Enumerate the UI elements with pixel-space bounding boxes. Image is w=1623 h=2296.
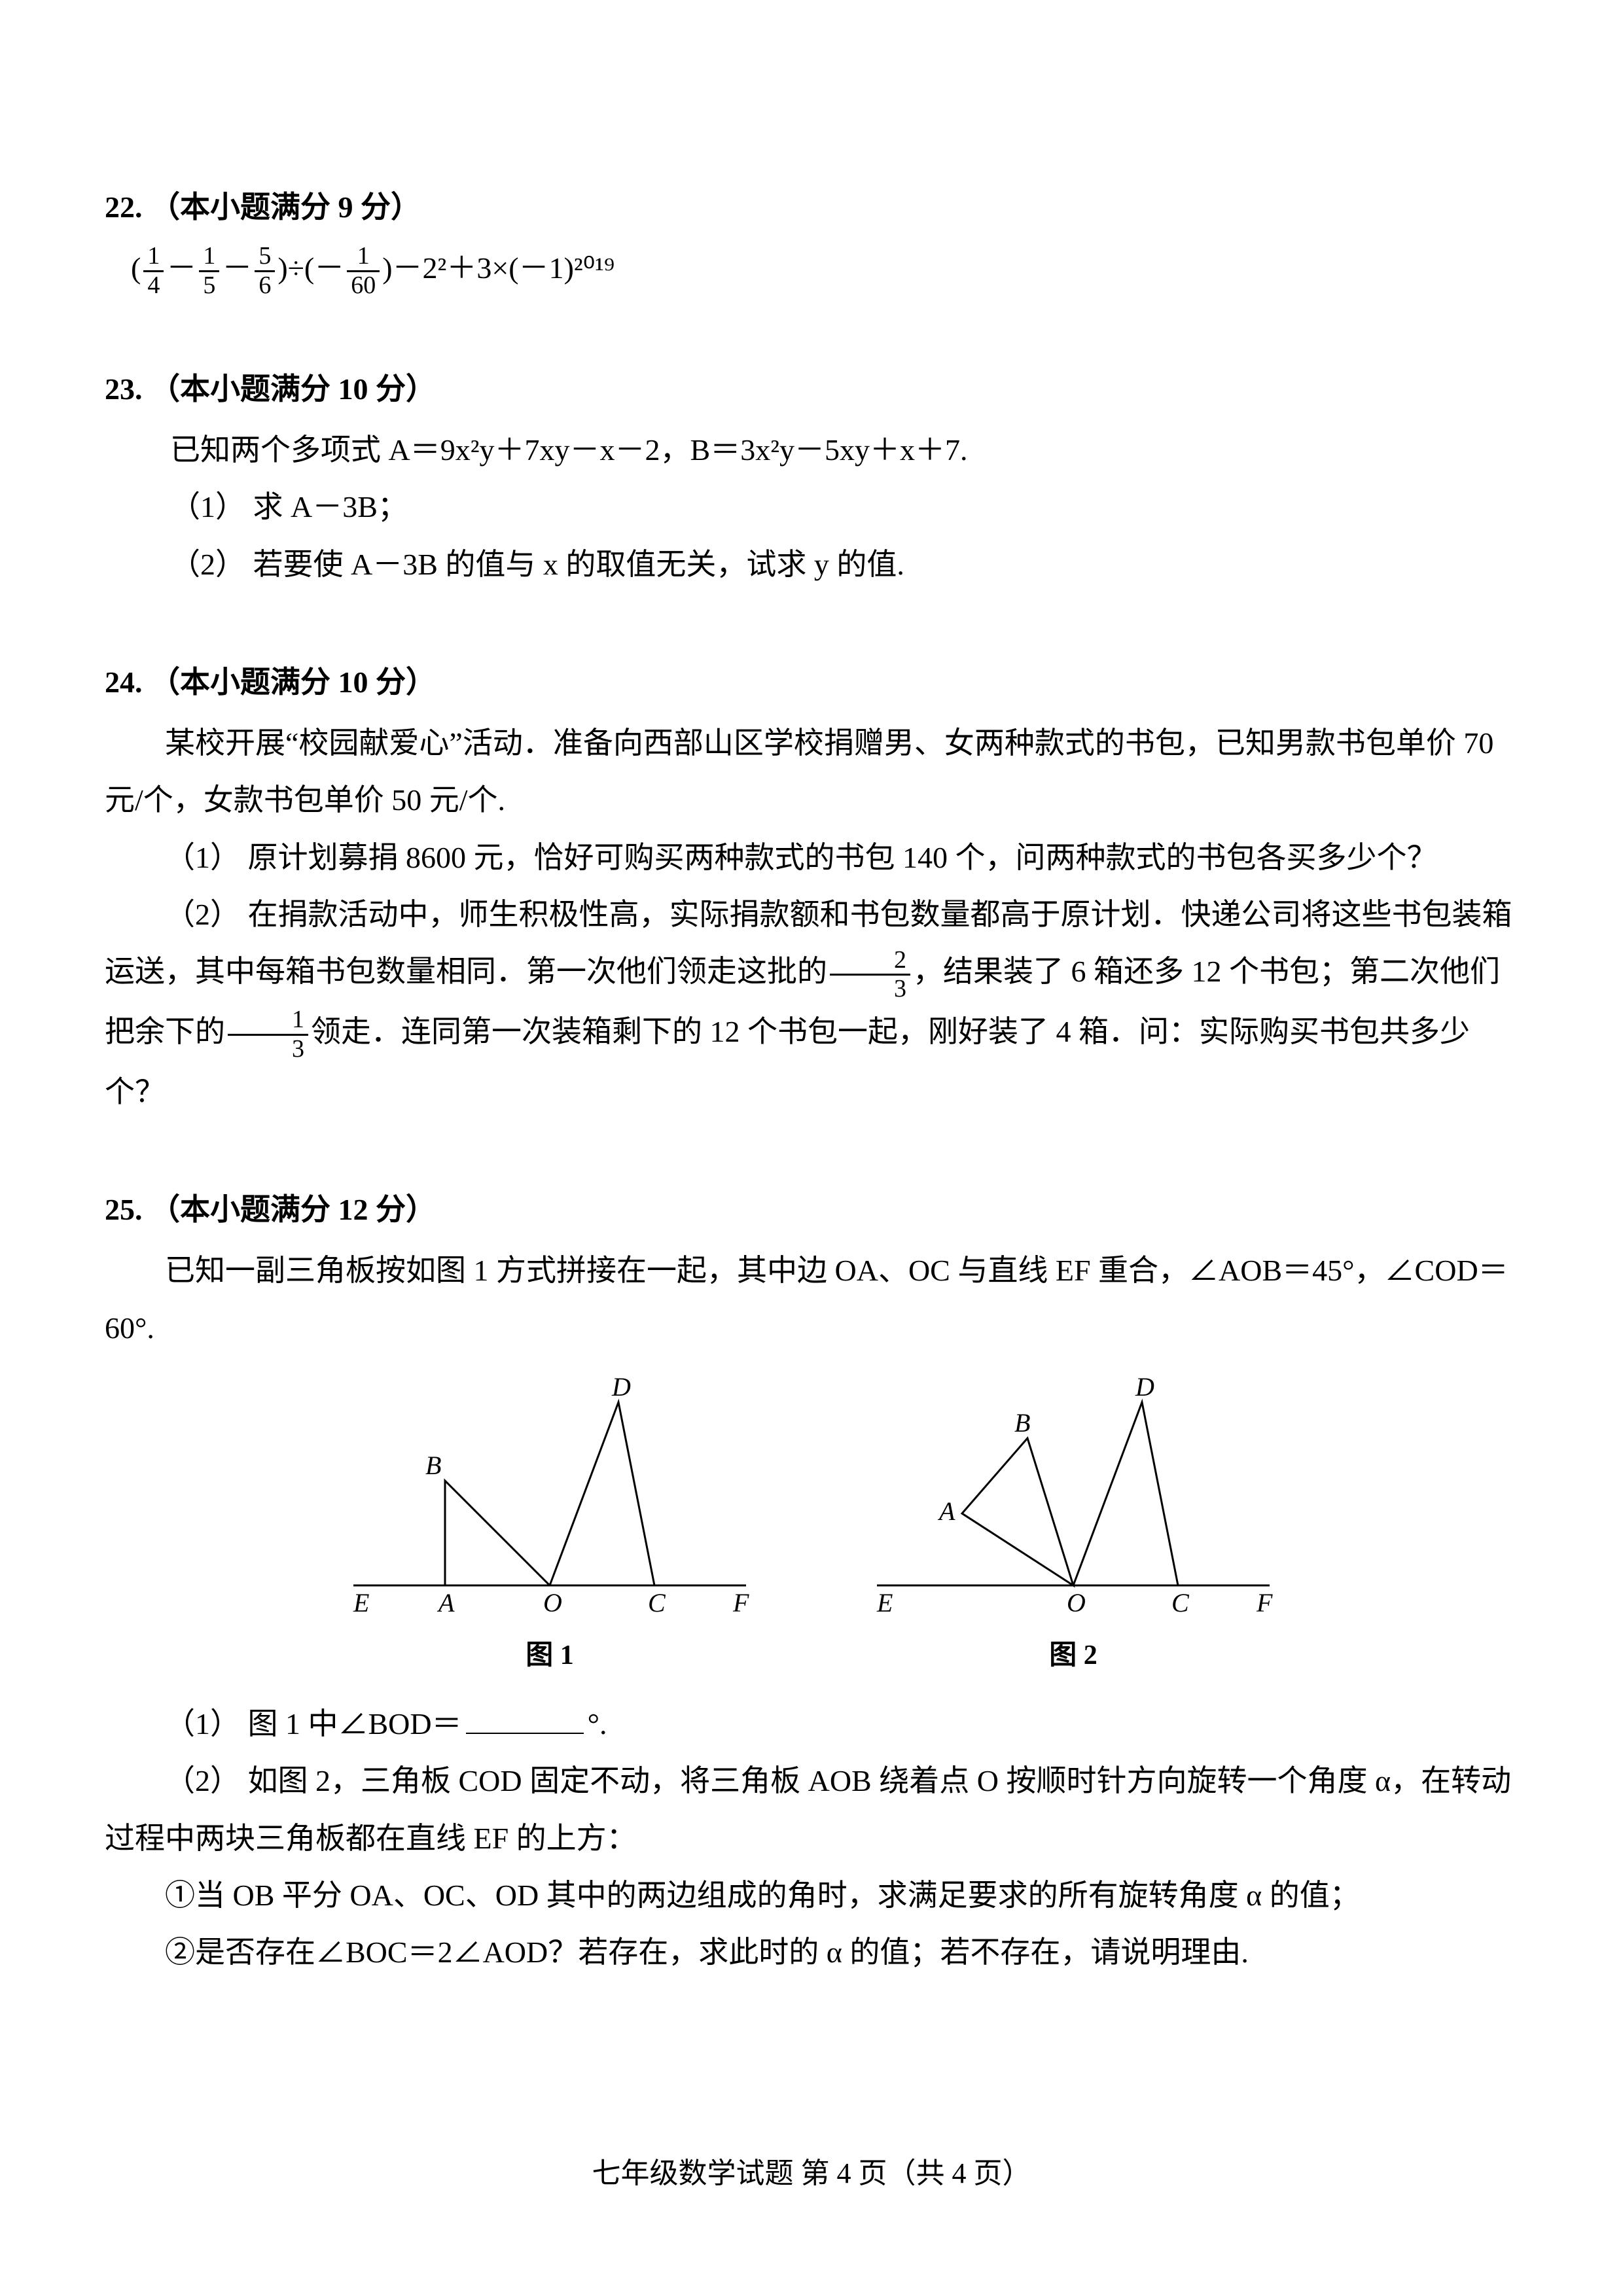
- q24-points: （本小题满分 10 分）: [150, 665, 436, 699]
- svg-text:A: A: [937, 1496, 955, 1526]
- q24-body: 某校开展“校园献爱心”活动．准备向西部山区学校捐赠男、女两种款式的书包，已知男款…: [105, 715, 1518, 1120]
- q22-points: （本小题满分 9 分）: [150, 190, 421, 224]
- q25-part1-text: （1） 图 1 中∠BOD＝: [165, 1707, 462, 1740]
- q22-number: 22: [105, 190, 135, 224]
- q22-header: 22. （本小题满分 9 分）: [105, 183, 1518, 226]
- footer-text: 七年级数学试题 第 4 页（共 4 页）: [592, 2157, 1031, 2189]
- q25-sub1: ①当 OB 平分 OA、OC、OD 其中的两边组成的角时，求满足要求的所有旋转角…: [105, 1867, 1518, 1924]
- q25-intro: 已知一副三角板按如图 1 方式拼接在一起，其中边 OA、OC 与直线 EF 重合…: [105, 1242, 1518, 1356]
- svg-text:E: E: [876, 1588, 893, 1617]
- q24-header: 24. （本小题满分 10 分）: [105, 658, 1518, 701]
- svg-text:C: C: [1171, 1588, 1190, 1617]
- figure-1: E A O C F B D 图 1: [340, 1376, 759, 1682]
- page-footer: 七年级数学试题 第 4 页（共 4 页）: [0, 2149, 1623, 2191]
- q24-intro: 某校开展“校园献爱心”活动．准备向西部山区学校捐赠男、女两种款式的书包，已知男款…: [105, 715, 1518, 829]
- svg-text:F: F: [1256, 1588, 1273, 1617]
- svg-text:O: O: [1067, 1588, 1086, 1617]
- svg-text:F: F: [732, 1588, 749, 1617]
- svg-text:D: D: [611, 1376, 631, 1402]
- svg-text:A: A: [437, 1588, 455, 1617]
- q24-part1: （1） 原计划募捐 8600 元，恰好可购买两种款式的书包 140 个，问两种款…: [105, 829, 1518, 886]
- q25-part2: （2） 如图 2，三角板 COD 固定不动，将三角板 AOB 绕着点 O 按顺时…: [105, 1752, 1518, 1867]
- q24-p2c: 领走．连同第一次装箱剩下的 12 个书包一起，刚好装了 4 箱．问：实际购买书包…: [105, 1015, 1470, 1108]
- q22-expression: (14－15－56)÷(－160)－2²＋3×(－1)²⁰¹⁹: [105, 239, 1518, 300]
- q23-given: 已知两个多项式 A＝9x²y＋7xy－x－2，B＝3x²y－5xy＋x＋7.: [170, 421, 1518, 478]
- q23-part2: （2） 若要使 A－3B 的值与 x 的取值无关，试求 y 的值.: [170, 536, 1518, 593]
- q23-part1: （1） 求 A－3B；: [170, 478, 1518, 535]
- q23-points: （本小题满分 10 分）: [150, 372, 436, 406]
- svg-text:B: B: [425, 1451, 441, 1480]
- figure-1-svg: E A O C F B D: [340, 1376, 759, 1625]
- q23-body: 已知两个多项式 A＝9x²y＋7xy－x－2，B＝3x²y－5xy＋x＋7. （…: [105, 421, 1518, 593]
- svg-text:C: C: [648, 1588, 666, 1617]
- q24-number: 24: [105, 665, 135, 699]
- question-23: 23. （本小题满分 10 分） 已知两个多项式 A＝9x²y＋7xy－x－2，…: [105, 365, 1518, 593]
- figure-2: E O C F A B D 图 2: [864, 1376, 1283, 1682]
- question-25: 25. （本小题满分 12 分） 已知一副三角板按如图 1 方式拼接在一起，其中…: [105, 1186, 1518, 1981]
- blank-line: [466, 1733, 584, 1734]
- q25-part1: （1） 图 1 中∠BOD＝ °.: [105, 1695, 1518, 1752]
- q25-body: 已知一副三角板按如图 1 方式拼接在一起，其中边 OA、OC 与直线 EF 重合…: [105, 1242, 1518, 1981]
- figure-1-caption: 图 1: [340, 1630, 759, 1682]
- svg-text:O: O: [543, 1588, 562, 1617]
- q25-header: 25. （本小题满分 12 分）: [105, 1186, 1518, 1229]
- q25-part1-tail: °.: [588, 1707, 607, 1740]
- svg-text:E: E: [353, 1588, 369, 1617]
- svg-text:B: B: [1014, 1408, 1030, 1438]
- q24-part2: （2） 在捐款活动中，师生积极性高，实际捐款额和书包数量都高于原计划．快递公司将…: [105, 886, 1518, 1120]
- question-22: 22. （本小题满分 9 分） (14－15－56)÷(－160)－2²＋3×(…: [105, 183, 1518, 300]
- q25-number: 25: [105, 1193, 135, 1226]
- question-24: 24. （本小题满分 10 分） 某校开展“校园献爱心”活动．准备向西部山区学校…: [105, 658, 1518, 1120]
- q25-points: （本小题满分 12 分）: [150, 1193, 436, 1226]
- svg-text:D: D: [1135, 1376, 1154, 1402]
- q25-sub2: ②是否存在∠BOC＝2∠AOD？若存在，求此时的 α 的值；若不存在，请说明理由…: [105, 1924, 1518, 1981]
- figure-2-svg: E O C F A B D: [864, 1376, 1283, 1625]
- q23-header: 23. （本小题满分 10 分）: [105, 365, 1518, 408]
- q22-tail: －2²＋3×(－1)²⁰¹⁹: [393, 251, 615, 285]
- q23-number: 23: [105, 372, 135, 406]
- figure-2-caption: 图 2: [864, 1630, 1283, 1682]
- q25-figures: E A O C F B D 图 1: [105, 1376, 1518, 1682]
